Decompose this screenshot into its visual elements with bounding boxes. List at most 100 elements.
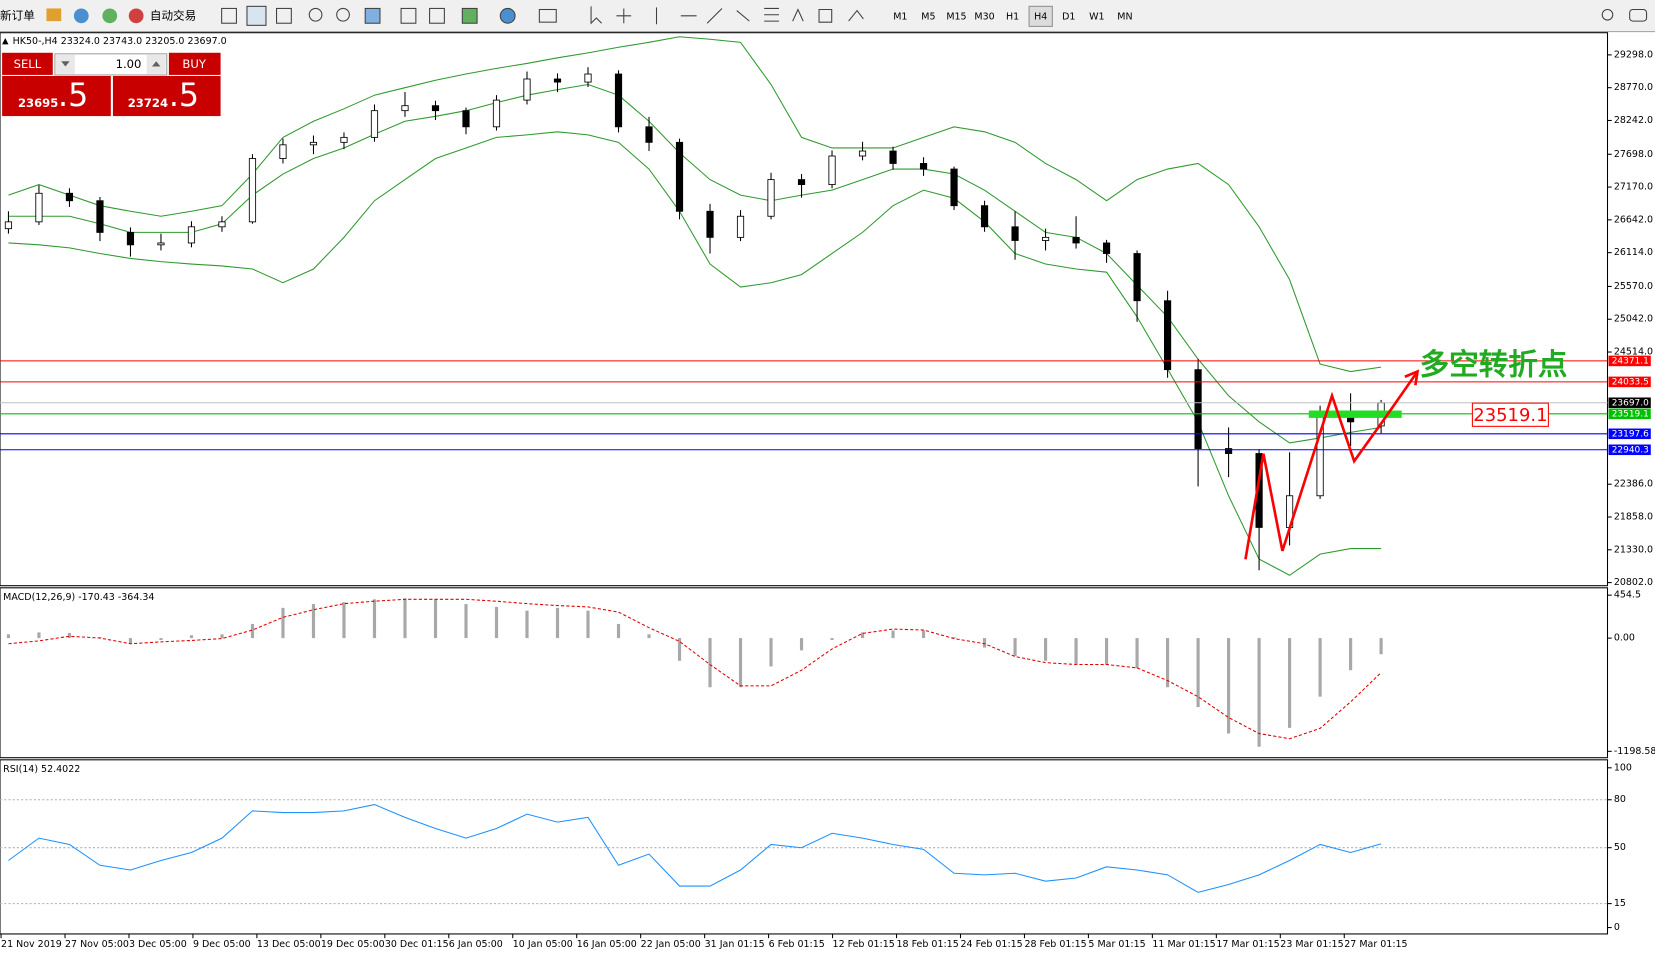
buy-label[interactable]: BUY bbox=[182, 57, 206, 71]
buy-pips[interactable]: .5 bbox=[169, 78, 199, 114]
timeframe-button[interactable]: M15 bbox=[946, 11, 966, 22]
macd-bar bbox=[769, 638, 773, 667]
macd-bar bbox=[372, 599, 377, 639]
icon[interactable] bbox=[461, 7, 478, 24]
symbol: HK50-,H4 bbox=[13, 36, 58, 47]
sell-price[interactable]: 23695 bbox=[18, 96, 58, 110]
time-label: 9 Dec 05:00 bbox=[193, 939, 251, 950]
time-label: 27 Mar 01:15 bbox=[1344, 939, 1407, 950]
auto-trading-icon[interactable] bbox=[128, 8, 144, 24]
timeframe-button[interactable]: H4 bbox=[1034, 11, 1047, 22]
bollinger-upper bbox=[8, 36, 1382, 373]
price-box bbox=[1471, 402, 1549, 427]
y-tick-label: 25570.0 bbox=[1614, 281, 1653, 292]
candle-body bbox=[767, 179, 775, 217]
sell-price-box[interactable] bbox=[2, 75, 111, 117]
icon[interactable] bbox=[308, 7, 323, 22]
y-tick-label: 29298.0 bbox=[1614, 49, 1653, 60]
time-label: 13 Dec 05:00 bbox=[257, 939, 321, 950]
candle-body bbox=[1041, 236, 1050, 241]
new-order-button[interactable]: 新订单 bbox=[0, 8, 35, 22]
macd-panel bbox=[0, 587, 1609, 759]
time-label: 28 Feb 01:15 bbox=[1024, 939, 1086, 950]
arrow-down bbox=[61, 61, 70, 67]
time-label: 6 Feb 01:15 bbox=[769, 939, 825, 950]
price-level-label: 23519.1 bbox=[1612, 409, 1649, 419]
macd-bar bbox=[525, 610, 529, 639]
price-level-label: 23697.0 bbox=[1612, 398, 1649, 408]
volume-value[interactable]: 1.00 bbox=[116, 57, 142, 71]
icon[interactable] bbox=[276, 7, 292, 24]
macd-bar bbox=[830, 638, 834, 640]
zigzag-arrow bbox=[1244, 369, 1420, 560]
sell-label[interactable]: SELL bbox=[14, 57, 42, 71]
arrow-up bbox=[151, 61, 161, 67]
timeframe-button[interactable]: H1 bbox=[1006, 11, 1019, 22]
turning-point-label: 多空转折点 bbox=[1420, 348, 1568, 382]
timeframe-button[interactable]: M1 bbox=[893, 11, 907, 22]
rsi-chart: 100 80 50 15 0 RSI(14) 52.4022 bbox=[0, 762, 1632, 933]
low: 23205.0 bbox=[145, 36, 184, 47]
icon[interactable] bbox=[792, 8, 864, 23]
y-tick-label: 454.5 bbox=[1614, 590, 1641, 601]
icon[interactable] bbox=[221, 7, 237, 24]
buy-button[interactable] bbox=[168, 52, 221, 75]
macd-bar bbox=[708, 638, 712, 688]
rsi-line bbox=[8, 804, 1382, 893]
timeframe-button[interactable]: W1 bbox=[1089, 11, 1104, 22]
candle-body bbox=[797, 179, 806, 185]
candle-body bbox=[340, 136, 348, 143]
icon[interactable] bbox=[616, 8, 632, 24]
candle-body bbox=[401, 105, 409, 112]
icon[interactable] bbox=[364, 7, 381, 24]
icon[interactable] bbox=[400, 7, 417, 24]
icon[interactable] bbox=[336, 7, 350, 22]
macd-bar bbox=[1043, 638, 1048, 661]
icon[interactable] bbox=[590, 6, 602, 25]
icon[interactable] bbox=[655, 7, 779, 25]
candle-body bbox=[950, 168, 958, 207]
arrowhead bbox=[1404, 369, 1420, 386]
macd-bar bbox=[1135, 638, 1139, 669]
y-tick-label: 28242.0 bbox=[1614, 115, 1653, 126]
search-icon[interactable] bbox=[1601, 8, 1614, 21]
candle-body bbox=[614, 73, 623, 128]
candle-body bbox=[96, 200, 104, 233]
icon[interactable] bbox=[102, 8, 118, 24]
candle-body bbox=[431, 105, 440, 112]
timeframe-button[interactable]: MN bbox=[1117, 11, 1132, 22]
timeframe-button[interactable]: M30 bbox=[974, 11, 994, 22]
collapse-arrow[interactable] bbox=[2, 37, 9, 45]
buy-price[interactable]: 23724 bbox=[128, 96, 168, 110]
price-level-label: 23197.6 bbox=[1612, 429, 1649, 439]
candle-body bbox=[858, 150, 867, 157]
icon[interactable] bbox=[499, 7, 516, 24]
timeframe-button[interactable]: M5 bbox=[921, 11, 935, 22]
icon[interactable] bbox=[538, 8, 557, 23]
icon[interactable] bbox=[73, 8, 89, 24]
timeframe-button[interactable]: D1 bbox=[1062, 11, 1075, 22]
macd-bar bbox=[1379, 638, 1383, 655]
one-click-trading: SELL 1.00 BUY 23695 .5 23724 .5 bbox=[2, 52, 221, 117]
icon[interactable] bbox=[246, 5, 267, 26]
auto-trading-button[interactable]: 自动交易 bbox=[150, 8, 196, 22]
indicator-title: RSI(14) 52.4022 bbox=[3, 764, 80, 775]
price-panel bbox=[0, 32, 1609, 587]
chat-icon[interactable] bbox=[1629, 8, 1648, 22]
macd-bar bbox=[1227, 638, 1231, 734]
icon[interactable] bbox=[46, 8, 62, 22]
volume-input[interactable] bbox=[54, 53, 168, 76]
time-label: 3 Dec 05:00 bbox=[129, 939, 187, 950]
macd-bar bbox=[311, 604, 316, 639]
candle-body bbox=[157, 242, 165, 246]
candle-body bbox=[828, 155, 836, 185]
price-level-box bbox=[1608, 355, 1651, 367]
macd-bar bbox=[281, 607, 285, 639]
time-axis: 21 Nov 2019 27 Nov 05:00 3 Dec 05:00 9 Dec … bbox=[0, 933, 1408, 950]
sell-pips[interactable]: .5 bbox=[58, 78, 88, 114]
candle-body bbox=[889, 150, 897, 164]
icon[interactable] bbox=[429, 7, 445, 24]
buy-price-box[interactable] bbox=[112, 75, 221, 117]
macd-bar bbox=[159, 638, 163, 640]
sell-button[interactable] bbox=[2, 52, 53, 75]
